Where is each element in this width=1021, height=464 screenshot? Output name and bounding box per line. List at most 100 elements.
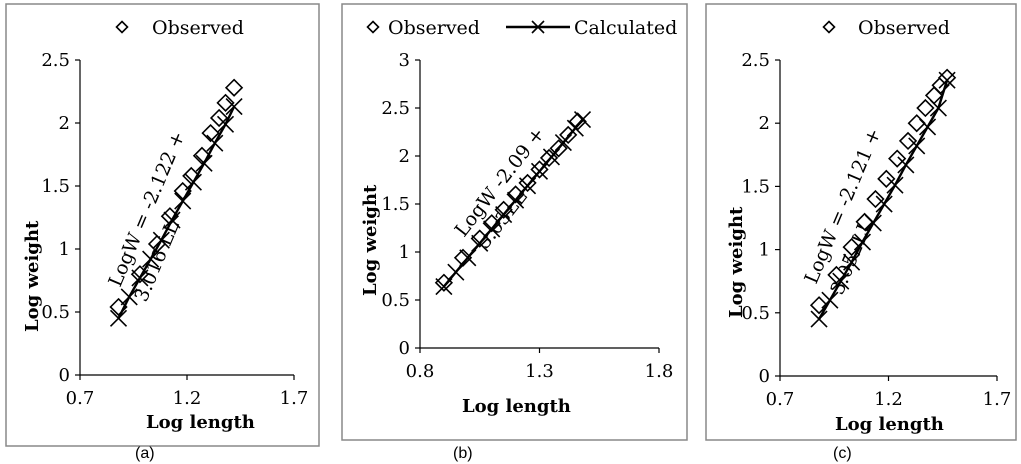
- observed-point: [201, 123, 220, 143]
- legend-label-observed: Observed: [858, 17, 950, 39]
- calculated-point: [853, 233, 872, 251]
- panel-caption: (c): [833, 445, 852, 462]
- observed-point: [809, 296, 829, 315]
- x-tick-label: 0.8: [406, 361, 435, 382]
- y-tick-label: 1.5: [381, 194, 410, 215]
- calculated-point: [142, 250, 160, 268]
- legend-label-observed: Observed: [388, 17, 480, 39]
- chart-frame: [341, 3, 688, 441]
- chart-panel-a: Observed Log weight Log length LogW = -2…: [5, 3, 320, 462]
- calculated-line: [117, 106, 236, 319]
- y-tick-label: 0: [399, 338, 410, 359]
- y-tick-label: 1: [59, 239, 70, 260]
- y-tick-label: 3: [399, 50, 410, 71]
- calculated-point: [152, 231, 170, 249]
- calculated-point: [225, 98, 243, 116]
- legend-marker-calculated: [531, 20, 545, 34]
- y-tick-label: 0: [59, 365, 70, 386]
- observed-point: [842, 237, 861, 257]
- x-tick-label: 0.7: [766, 389, 795, 410]
- y-tick-label: 1.5: [741, 176, 770, 197]
- calculated-point: [184, 173, 202, 191]
- y-tick-label: 0.5: [41, 302, 70, 323]
- plot-area: 0 0.5 1 1.5 2 2.5 0.7 1.2 1.7: [41, 50, 308, 409]
- calculated-point: [109, 309, 128, 327]
- legend-label-calculated: Calculated: [574, 17, 677, 39]
- x-tick-label: 1.3: [525, 361, 554, 382]
- legend: Observed: [822, 17, 950, 39]
- x-tick-label: 0.7: [66, 388, 95, 409]
- calculated-point: [908, 137, 926, 155]
- y-tick-label: 2.5: [41, 50, 70, 71]
- legend-marker-observed: [366, 20, 380, 34]
- calculated-point: [864, 214, 882, 232]
- calculated-point: [471, 234, 489, 252]
- x-axis-label: Log length: [835, 414, 944, 435]
- x-tick-label: 1.2: [173, 388, 202, 409]
- calculated-point: [554, 133, 572, 152]
- observed-point: [877, 169, 896, 188]
- calculated-point: [459, 249, 477, 267]
- calculated-point: [832, 272, 850, 290]
- calculated-point: [938, 71, 956, 89]
- y-tick-label: 1: [399, 242, 410, 263]
- calculated-point: [131, 269, 149, 287]
- calculated-point: [875, 195, 893, 213]
- x-axis-label: Log length: [462, 396, 571, 417]
- chart-panel-c: Observed Log weight Log length LogW = -2…: [705, 3, 1017, 462]
- observed-point: [866, 189, 885, 209]
- plot-area: 0 0.5 1 1.5 2 2.5 0.7 1.2 1.7: [741, 50, 1011, 410]
- calculated-point: [821, 291, 839, 309]
- legend-marker-observed: [822, 20, 836, 34]
- legend-label-observed: Observed: [152, 17, 244, 39]
- panel-caption: (b): [453, 445, 473, 462]
- y-axis-label: Log weight: [726, 206, 747, 318]
- y-tick-label: 2: [759, 113, 770, 134]
- calculated-point: [435, 277, 453, 296]
- chart-frame: [5, 3, 320, 447]
- calculated-point: [216, 115, 235, 133]
- chart-panel-b: Observed Calculated Log weight Log lengt…: [341, 3, 688, 462]
- y-tick-label: 2: [399, 146, 410, 167]
- x-tick-label: 1.7: [280, 388, 309, 409]
- y-tick-label: 1: [759, 240, 770, 261]
- calculated-point: [886, 176, 904, 194]
- y-axis-label: Log weight: [22, 220, 43, 332]
- chart-frame: [705, 3, 1017, 441]
- calculated-point: [483, 220, 501, 238]
- y-tick-label: 0.5: [381, 290, 410, 311]
- calculated-point: [530, 162, 549, 180]
- x-tick-label: 1.7: [983, 389, 1012, 410]
- calculated-point: [518, 177, 537, 195]
- y-tick-label: 0.5: [741, 303, 770, 324]
- calculated-point: [163, 211, 181, 229]
- observed-point: [916, 98, 935, 118]
- observed-point: [224, 78, 244, 97]
- observed-point: [827, 265, 846, 285]
- calculated-point: [566, 119, 584, 137]
- calculated-point: [810, 310, 828, 328]
- x-tick-label: 1.8: [645, 361, 674, 382]
- observed-point: [216, 93, 235, 112]
- calculated-point: [195, 154, 213, 172]
- y-tick-label: 2.5: [381, 98, 410, 119]
- calculated-point: [573, 110, 592, 129]
- panel-caption: (a): [135, 445, 155, 462]
- calculated-point: [206, 134, 224, 152]
- observed-point: [907, 114, 926, 133]
- y-tick-label: 2: [59, 113, 70, 134]
- legend: Observed Calculated: [366, 17, 677, 39]
- observed-point: [898, 131, 918, 151]
- calculated-point: [918, 118, 937, 136]
- observed-point: [434, 273, 454, 292]
- y-axis-label: Log weight: [360, 184, 381, 296]
- y-tick-label: 1.5: [41, 176, 70, 197]
- legend: Observed: [115, 17, 244, 39]
- calculated-point: [897, 156, 915, 174]
- calculated-point: [120, 288, 138, 306]
- calculated-point: [929, 99, 947, 117]
- calculated-point: [843, 253, 861, 271]
- calculated-point: [495, 205, 513, 224]
- plot-area: 0 0.5 1 1.5 2 2.5 3 0.8 1.3 1.8: [381, 50, 673, 382]
- observed-point: [888, 149, 907, 168]
